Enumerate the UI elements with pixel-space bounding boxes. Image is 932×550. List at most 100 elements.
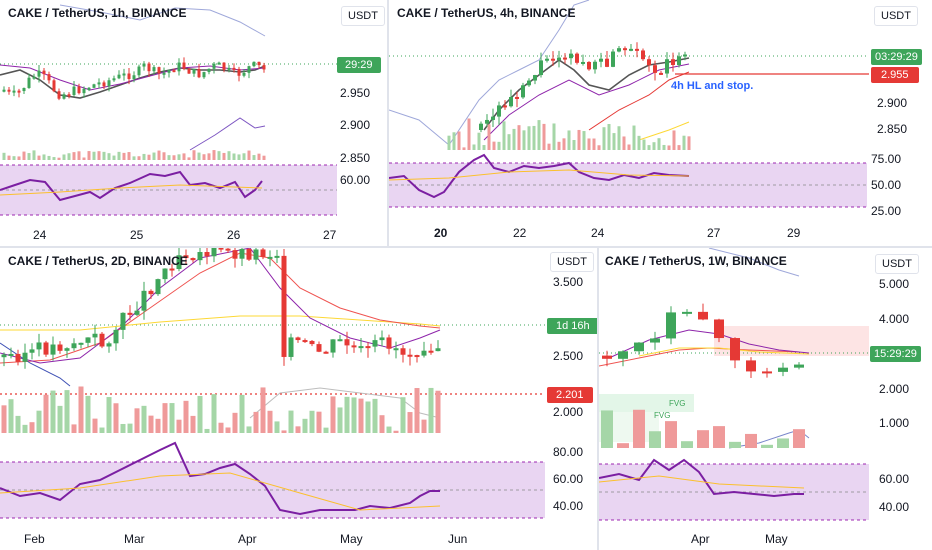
support-price-badge: 2.201	[547, 387, 593, 403]
chart-title: CAKE / TetherUS, 2D, BINANCE	[8, 254, 188, 268]
candle	[602, 355, 612, 359]
volume-bar	[612, 133, 616, 150]
candle	[43, 342, 49, 355]
panel-divider[interactable]	[387, 0, 389, 246]
candle	[509, 96, 513, 107]
y-tick: 2.900	[340, 118, 371, 132]
volume-bar	[36, 410, 42, 433]
candle	[730, 338, 740, 361]
currency-button[interactable]: USDT	[550, 252, 594, 272]
volume-bar	[211, 394, 217, 433]
candle	[72, 86, 76, 96]
candle	[57, 344, 63, 351]
volume-bars-2d	[1, 386, 441, 433]
candle	[37, 70, 41, 77]
volume-bar	[57, 157, 61, 160]
chart-panel-1h[interactable]: CAKE / TetherUS, 1h, BINANCE USDT 2.950 …	[0, 0, 387, 246]
x-tick: 25	[130, 228, 144, 242]
candle	[545, 58, 549, 61]
volume-bar	[212, 150, 216, 160]
volume-bar	[42, 154, 46, 160]
volume-bar	[632, 125, 636, 150]
volume-bar	[217, 151, 221, 160]
volume-bar	[472, 144, 476, 150]
volume-bar	[281, 430, 287, 433]
candle	[197, 68, 201, 78]
x-tick: Apr	[691, 532, 710, 546]
candle	[222, 62, 226, 70]
candle	[281, 255, 287, 357]
y-tick: 3.500	[553, 275, 584, 289]
candle	[155, 279, 161, 295]
volume-bar	[379, 415, 385, 433]
volume-bar	[587, 138, 591, 150]
volume-bar	[1, 405, 7, 433]
volume-bar	[176, 419, 182, 433]
volume-bar	[162, 403, 168, 433]
volume-bar	[393, 430, 399, 433]
volume-bar	[127, 152, 131, 160]
candle	[260, 249, 266, 257]
candle	[557, 57, 561, 60]
currency-button[interactable]: USDT	[875, 254, 919, 274]
chart-panel-1w[interactable]: CAKE / TetherUS, 1W, BINANCE USDT 5.000 …	[599, 248, 932, 550]
candle	[521, 85, 525, 98]
volume-bars-1w	[601, 409, 805, 448]
candle	[132, 75, 136, 79]
candle	[107, 80, 111, 87]
chart-panel-2d[interactable]: CAKE / TetherUS, 2D, BINANCE USDT 3.500 …	[0, 248, 597, 550]
rsi-line-1h	[0, 170, 263, 202]
chart-panel-4h[interactable]: CAKE / TetherUS, 4h, BINANCE USDT 03:29:…	[389, 0, 932, 246]
candle	[225, 248, 231, 251]
volume-bar	[497, 141, 501, 150]
candle	[7, 89, 11, 92]
panel-divider[interactable]	[597, 248, 599, 550]
candle	[92, 84, 96, 88]
volume-bar	[627, 144, 631, 150]
candle	[137, 66, 141, 76]
volume-bar	[457, 131, 461, 150]
volume-bar	[232, 153, 236, 160]
rsi-tick: 60.00	[879, 472, 910, 486]
candle	[605, 58, 609, 67]
volume-bar	[120, 423, 126, 433]
volume-bar	[141, 405, 147, 433]
candle	[351, 345, 357, 348]
volume-bar	[435, 390, 441, 433]
candle	[169, 268, 175, 271]
candle	[1, 354, 7, 358]
candle	[17, 90, 21, 93]
volume-bar	[252, 155, 256, 160]
candle	[77, 86, 81, 94]
volume-bar	[177, 154, 181, 160]
y-tick: 2.850	[877, 122, 908, 136]
x-tick: 22	[513, 226, 527, 240]
candle	[22, 87, 26, 92]
currency-button[interactable]: USDT	[341, 6, 385, 26]
candle	[87, 87, 91, 90]
volume-bar	[602, 127, 606, 150]
panel-divider[interactable]	[0, 246, 932, 248]
candle	[794, 364, 804, 368]
volume-bar	[351, 397, 357, 433]
candle	[515, 96, 519, 99]
candle	[665, 59, 669, 74]
volume-bar	[2, 152, 6, 160]
chart-title: CAKE / TetherUS, 1W, BINANCE	[605, 254, 787, 268]
volume-bar	[512, 128, 516, 150]
candle	[435, 348, 441, 352]
currency-button[interactable]: USDT	[874, 6, 918, 26]
candle	[15, 353, 21, 362]
volume-bar	[428, 387, 434, 433]
candle	[127, 73, 131, 79]
volume-bar	[517, 125, 521, 150]
candle	[67, 94, 71, 97]
rsi-tick: 50.00	[871, 178, 902, 192]
volume-bar	[482, 145, 486, 150]
candle	[262, 65, 266, 70]
candle	[372, 340, 378, 347]
chart-title: CAKE / TetherUS, 4h, BINANCE	[397, 6, 576, 20]
candle	[148, 290, 154, 295]
candle	[479, 123, 483, 130]
candle	[358, 346, 364, 349]
